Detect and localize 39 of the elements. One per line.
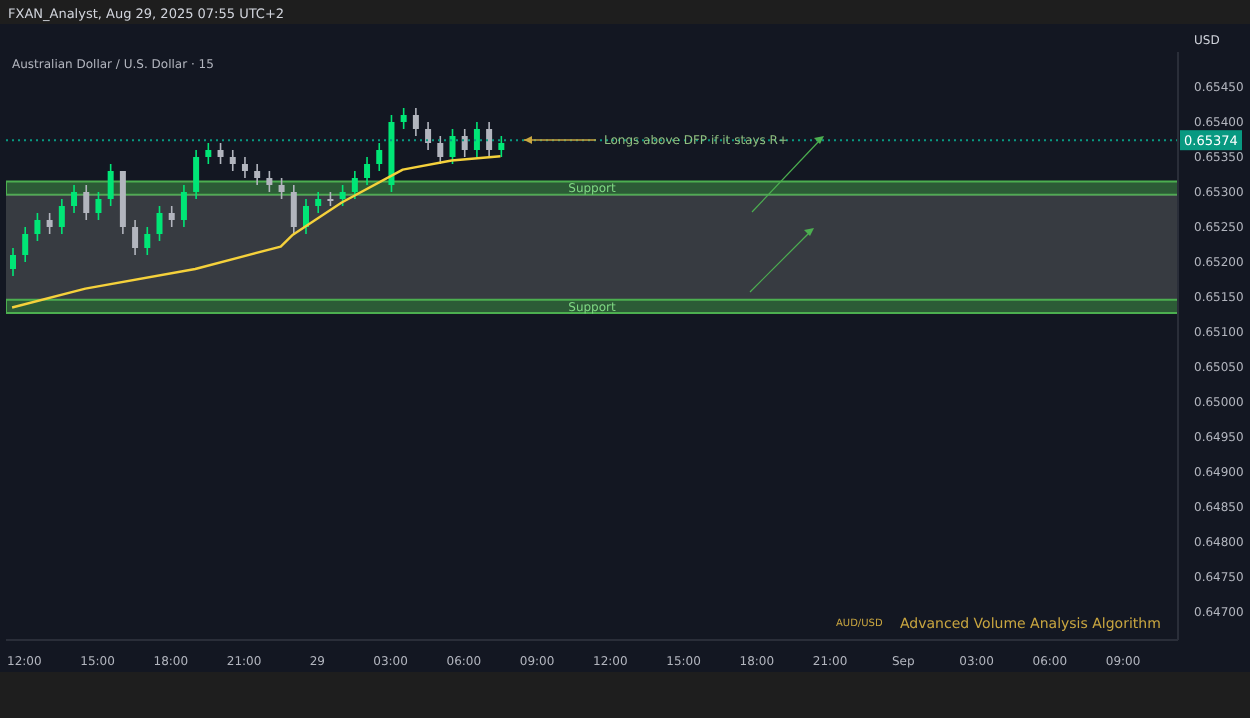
candlestick bbox=[156, 205, 163, 242]
candlestick bbox=[303, 198, 309, 235]
line-series bbox=[10, 155, 502, 309]
candlestick bbox=[437, 135, 444, 165]
candlestick bbox=[376, 142, 383, 172]
candlestick bbox=[473, 121, 480, 158]
candlestick bbox=[498, 135, 505, 158]
candlestick bbox=[107, 163, 114, 207]
candlestick bbox=[339, 184, 346, 207]
candlestick bbox=[46, 212, 53, 235]
candlestick bbox=[168, 205, 175, 228]
candlestick bbox=[400, 107, 407, 130]
candlestick bbox=[34, 212, 41, 242]
candlestick bbox=[315, 191, 322, 214]
candlestick bbox=[278, 177, 285, 200]
candlestick bbox=[412, 107, 419, 137]
candlestick bbox=[22, 226, 29, 263]
candlestick bbox=[205, 142, 212, 165]
candlestick bbox=[83, 184, 90, 221]
candlestick bbox=[217, 142, 224, 165]
candlestick bbox=[144, 226, 151, 256]
candlestick bbox=[132, 219, 139, 256]
candlestick bbox=[266, 170, 273, 193]
candlestick bbox=[425, 121, 432, 151]
candlestick bbox=[58, 198, 65, 235]
candlestick bbox=[241, 156, 248, 179]
candlestick bbox=[254, 163, 261, 186]
candlestick bbox=[10, 247, 16, 277]
candlestick bbox=[486, 121, 493, 158]
candlestick bbox=[290, 184, 297, 235]
candlestick bbox=[449, 128, 456, 165]
candlestick bbox=[364, 156, 371, 186]
candlestick bbox=[461, 128, 468, 158]
candlestick bbox=[351, 170, 358, 200]
candlestick bbox=[71, 184, 78, 214]
candlestick bbox=[229, 149, 236, 172]
candlestick bbox=[193, 149, 200, 200]
candlestick bbox=[180, 184, 187, 228]
candlestick bbox=[95, 191, 102, 221]
